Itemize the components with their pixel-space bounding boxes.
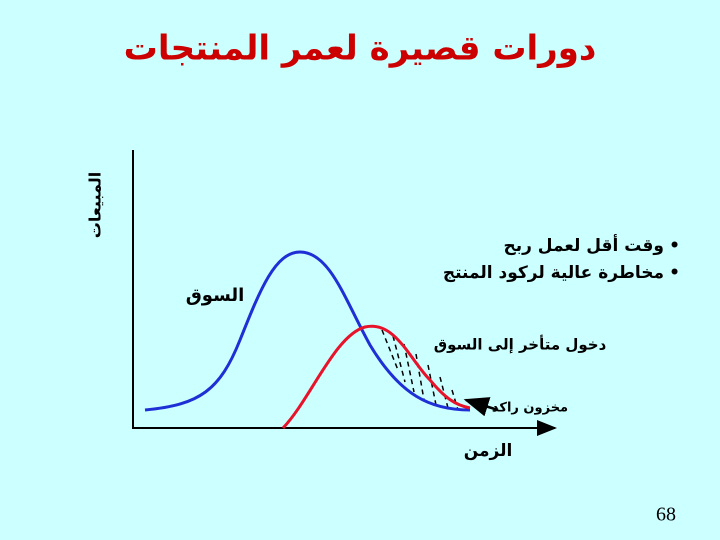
hatching	[381, 329, 459, 411]
stock-arrow	[463, 397, 499, 417]
bullet-mark: •	[669, 263, 680, 283]
curve-label: السوق	[186, 285, 245, 306]
late-entry-label: دخول متأخر إلى السوق	[434, 335, 607, 354]
bullet-mark: •	[669, 236, 680, 256]
bullet-text: مخاطرة عالية لركود المنتج	[443, 263, 664, 283]
late-entry-curve	[281, 324, 471, 430]
market-curve	[144, 250, 471, 412]
page-number: 68	[656, 504, 676, 526]
stagnant-stock-label: مخزون راكد	[492, 401, 568, 416]
y-axis-label: المبيعات	[86, 172, 105, 238]
x-axis-label: الزمن	[464, 441, 513, 461]
title: دورات قصيرة لعمر المنتجات	[124, 29, 597, 69]
bullet-text: وقت أقل لعمل ربح	[503, 234, 664, 256]
